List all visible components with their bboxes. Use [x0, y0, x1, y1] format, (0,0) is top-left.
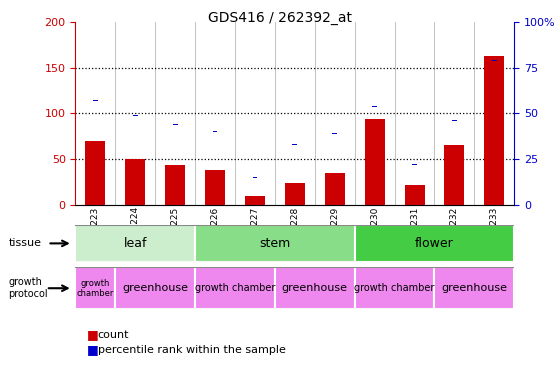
- Text: greenhouse: greenhouse: [122, 283, 188, 293]
- Bar: [93, 100, 98, 101]
- Bar: [285, 183, 305, 205]
- Bar: [155, 22, 195, 205]
- Bar: [125, 159, 145, 205]
- Bar: [275, 267, 355, 309]
- Text: GDS416 / 262392_at: GDS416 / 262392_at: [207, 11, 352, 25]
- Bar: [235, 22, 275, 205]
- Text: count: count: [98, 330, 129, 340]
- Text: growth
protocol: growth protocol: [8, 277, 48, 299]
- Bar: [355, 22, 395, 205]
- Bar: [133, 115, 138, 116]
- Bar: [333, 133, 337, 134]
- Text: flower: flower: [415, 237, 454, 250]
- Bar: [364, 119, 385, 205]
- Text: percentile rank within the sample: percentile rank within the sample: [98, 344, 286, 355]
- Bar: [355, 225, 514, 262]
- Text: greenhouse: greenhouse: [282, 283, 348, 293]
- Text: leaf: leaf: [124, 237, 147, 250]
- Bar: [195, 225, 355, 262]
- Bar: [434, 22, 475, 205]
- Bar: [492, 60, 497, 61]
- Bar: [452, 120, 457, 122]
- Bar: [212, 131, 217, 132]
- Bar: [475, 22, 514, 205]
- Bar: [253, 177, 257, 178]
- Text: stem: stem: [259, 237, 291, 250]
- Bar: [245, 196, 265, 205]
- Bar: [75, 225, 195, 262]
- Bar: [115, 267, 195, 309]
- Bar: [195, 22, 235, 205]
- Text: greenhouse: greenhouse: [442, 283, 508, 293]
- Bar: [405, 185, 424, 205]
- Bar: [165, 165, 185, 205]
- Bar: [434, 267, 514, 309]
- Text: growth
chamber: growth chamber: [77, 279, 114, 298]
- Text: growth chamber: growth chamber: [354, 283, 435, 293]
- Bar: [484, 56, 504, 205]
- Bar: [292, 144, 297, 145]
- Bar: [412, 164, 417, 165]
- Bar: [395, 22, 434, 205]
- Bar: [275, 22, 315, 205]
- Text: ■: ■: [87, 328, 98, 341]
- Bar: [195, 267, 275, 309]
- Bar: [355, 267, 434, 309]
- Text: tissue: tissue: [8, 238, 41, 249]
- Text: growth chamber: growth chamber: [195, 283, 275, 293]
- Text: ■: ■: [87, 343, 98, 356]
- Bar: [372, 105, 377, 107]
- Bar: [75, 267, 115, 309]
- Bar: [444, 145, 465, 205]
- Bar: [173, 124, 178, 125]
- Bar: [115, 22, 155, 205]
- Bar: [325, 173, 345, 205]
- Bar: [86, 141, 106, 205]
- Bar: [315, 22, 355, 205]
- Bar: [205, 170, 225, 205]
- Bar: [75, 22, 115, 205]
